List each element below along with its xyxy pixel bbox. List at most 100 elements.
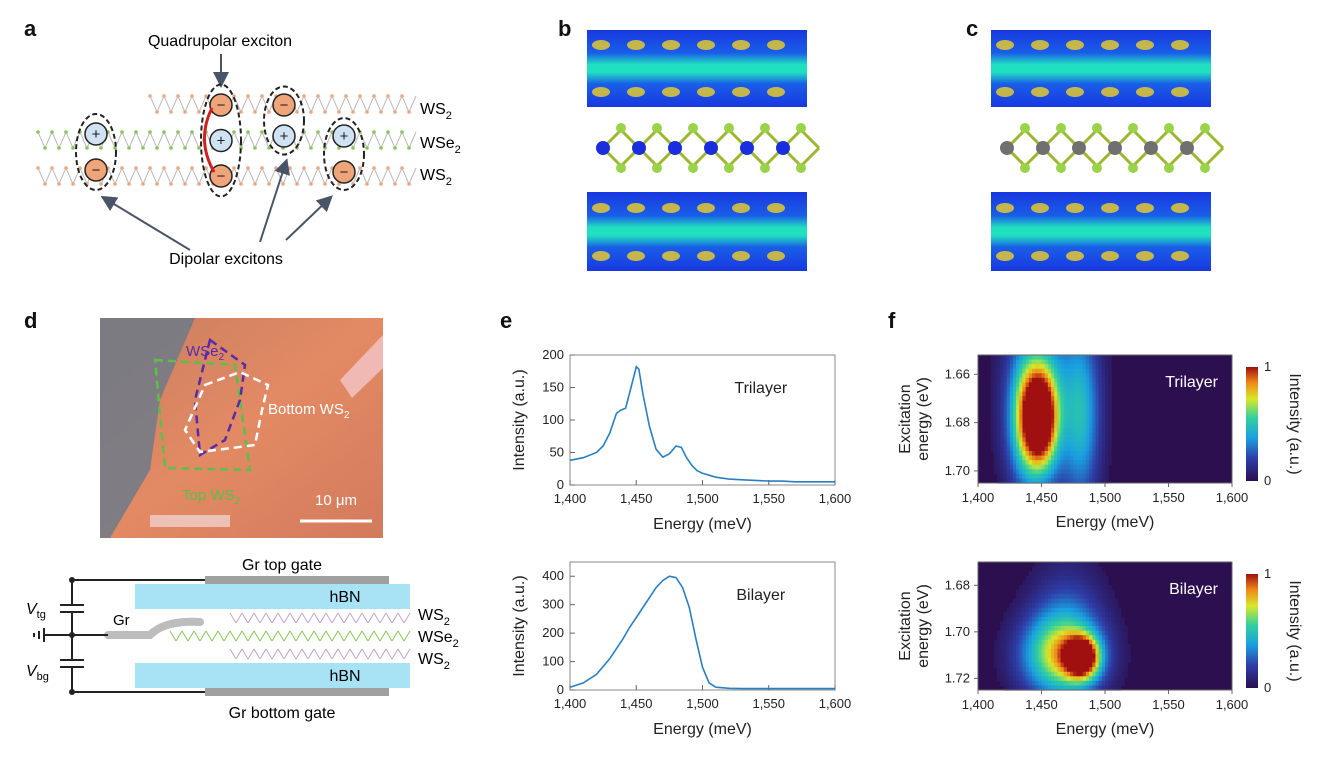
lattice-bond	[349, 648, 357, 660]
heatmap-cell	[1082, 405, 1087, 411]
heatmap-cell	[1041, 575, 1046, 581]
heatmap-cell	[1089, 400, 1093, 406]
heatmap-cell	[1063, 653, 1068, 659]
heatmap-cell	[1025, 478, 1030, 484]
heatmap-cell	[1016, 612, 1020, 618]
panel-c	[991, 30, 1225, 271]
heatmap-cell	[1041, 464, 1046, 470]
heatmap-cell	[1041, 566, 1046, 572]
heatmap-cell	[1038, 455, 1043, 461]
lattice-atom	[190, 94, 194, 98]
x-tick-label: 1,400	[962, 697, 995, 712]
heatmap-cell	[1016, 464, 1020, 470]
heatmap-cell	[1105, 396, 1109, 402]
x-tick-label: 1,450	[1025, 697, 1058, 712]
heatmap-cell	[1092, 598, 1097, 604]
lattice-bond	[295, 630, 303, 642]
heatmap-cell	[990, 396, 995, 402]
heatmap-cell	[1105, 598, 1109, 604]
heatmap-cell	[1006, 446, 1011, 452]
heatmap-cell	[1028, 428, 1033, 434]
heatmap-cell	[1041, 612, 1046, 618]
heatmap-cell	[1003, 671, 1008, 677]
metal-atom	[668, 141, 682, 155]
heatmap-cell	[1041, 377, 1046, 384]
heatmap-cell	[1082, 432, 1087, 438]
heatmap-cell	[1028, 575, 1033, 581]
heatmap-cell	[1003, 437, 1008, 443]
heatmap-cell	[1076, 437, 1081, 443]
heatmap-cell	[1041, 446, 1046, 452]
heatmap-cell	[1089, 662, 1093, 668]
heatmap-cell	[993, 460, 998, 466]
lattice-atom	[316, 166, 320, 170]
heatmap-cell	[1082, 653, 1087, 659]
heatmap-cell	[1012, 478, 1017, 484]
heatmap-cell	[1073, 409, 1078, 416]
heatmap-cell	[1047, 575, 1052, 581]
lattice-atom	[393, 182, 397, 186]
heatmap-cell	[1085, 685, 1090, 691]
density-lobe	[1171, 251, 1189, 261]
heatmap-cell	[1003, 676, 1008, 682]
heatmap-cell	[1031, 575, 1036, 581]
heatmap-cell	[1025, 685, 1030, 691]
heatmap-cell	[1006, 469, 1011, 475]
heatmap-cell	[1019, 680, 1024, 687]
density-lobe	[1101, 87, 1119, 97]
heatmap-cell	[1085, 680, 1090, 687]
heatmap-cell	[997, 648, 1001, 655]
heatmap-cell	[1038, 658, 1043, 664]
x-tick-label: 1,500	[1089, 490, 1122, 505]
chalcogen-atom	[1056, 163, 1066, 173]
heatmap-cell	[1117, 648, 1122, 655]
heatmap-cell	[1079, 460, 1084, 466]
heatmap-cell	[1070, 562, 1074, 568]
heatmap-cell	[1063, 428, 1068, 434]
heatmap-cell	[1047, 364, 1052, 370]
heatmap-cell	[1095, 451, 1100, 457]
heatmap-cell	[1101, 428, 1106, 434]
heatmap-cell	[1066, 607, 1071, 613]
heatmap-cell	[1057, 359, 1062, 365]
heatmap-cell	[1066, 575, 1071, 581]
heatmap-cell	[1000, 396, 1004, 402]
heatmap-cell	[1019, 644, 1024, 650]
heatmap-cell	[1076, 630, 1081, 636]
heatmap-cell	[1060, 382, 1065, 388]
heatmap-cell	[1070, 630, 1074, 636]
heatmap-cell	[1003, 446, 1008, 452]
heatmap-cell	[1009, 446, 1014, 452]
heatmap-cell	[1047, 680, 1052, 687]
heatmap-cell	[1089, 359, 1093, 365]
heatmap-cell	[1035, 676, 1039, 682]
heatmap-cell	[1031, 387, 1036, 393]
lattice-atom	[204, 166, 208, 170]
chalcogen-atom	[1056, 123, 1066, 133]
heatmap-cell	[1089, 575, 1093, 581]
heatmap-cell	[1000, 364, 1004, 370]
heatmap-cell	[1006, 373, 1011, 379]
lattice-bond	[408, 167, 417, 185]
heatmap-cell	[1051, 562, 1055, 568]
lattice-bond	[394, 167, 403, 185]
heatmap-cell	[1047, 667, 1052, 673]
heatmap-cell	[1000, 662, 1004, 668]
heatmap-cell	[990, 377, 995, 384]
heatmap-cell	[1079, 446, 1084, 452]
heatmap-cell	[1089, 441, 1093, 448]
heatmap-cell	[1092, 355, 1097, 361]
heatmap-cell	[1082, 648, 1087, 655]
heatmap-cell	[1085, 626, 1090, 632]
heatmap-cell	[1085, 580, 1090, 586]
heatmap-cell	[1028, 469, 1033, 475]
heatmap-cell	[1082, 671, 1087, 677]
heatmap-cell	[1079, 387, 1084, 393]
lattice-bond	[271, 648, 279, 660]
heatmap-cell	[1054, 607, 1058, 613]
lattice-bond	[211, 630, 219, 642]
lattice-atom	[197, 146, 201, 150]
lattice-atom	[407, 182, 411, 186]
density-lobe	[1171, 87, 1189, 97]
heatmap-cell	[1038, 419, 1043, 425]
